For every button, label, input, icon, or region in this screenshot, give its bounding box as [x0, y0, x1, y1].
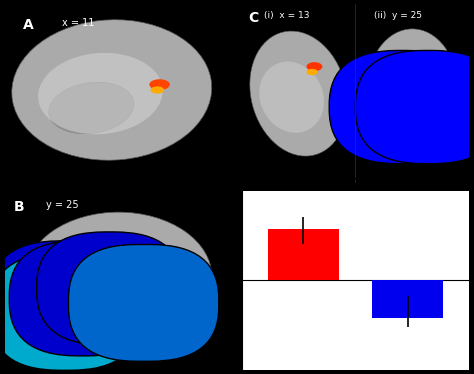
Ellipse shape	[91, 250, 114, 282]
Ellipse shape	[38, 53, 163, 134]
Ellipse shape	[12, 20, 212, 160]
Text: C: C	[248, 11, 259, 25]
Title: Learnt Risk - Described Risk: Learnt Risk - Described Risk	[273, 178, 438, 188]
Ellipse shape	[387, 58, 438, 111]
Ellipse shape	[367, 29, 458, 151]
FancyBboxPatch shape	[0, 241, 144, 359]
Text: B: B	[14, 200, 25, 214]
FancyBboxPatch shape	[9, 241, 155, 356]
Ellipse shape	[49, 82, 134, 134]
Ellipse shape	[394, 68, 408, 90]
Ellipse shape	[69, 237, 169, 306]
Bar	[268, 229, 339, 280]
Text: D: D	[208, 183, 219, 197]
Ellipse shape	[259, 61, 324, 133]
Ellipse shape	[123, 250, 146, 282]
FancyBboxPatch shape	[69, 245, 219, 361]
Y-axis label: Parameter estimates
(arbitrary units): Parameter estimates (arbitrary units)	[219, 233, 239, 328]
Ellipse shape	[307, 69, 318, 75]
Text: (ii)  y = 25: (ii) y = 25	[374, 11, 422, 20]
Ellipse shape	[150, 86, 164, 94]
Ellipse shape	[25, 212, 212, 341]
Ellipse shape	[100, 313, 137, 349]
FancyBboxPatch shape	[329, 50, 474, 164]
Text: x = 11: x = 11	[62, 18, 94, 28]
Ellipse shape	[250, 31, 347, 156]
Text: y = 25: y = 25	[46, 200, 78, 209]
Ellipse shape	[417, 68, 430, 90]
FancyBboxPatch shape	[36, 232, 182, 345]
Bar	[372, 280, 443, 318]
FancyBboxPatch shape	[356, 50, 474, 164]
Ellipse shape	[149, 79, 170, 90]
Ellipse shape	[307, 62, 322, 71]
Text: A: A	[23, 18, 34, 32]
Text: (i)  x = 13: (i) x = 13	[264, 11, 310, 20]
FancyBboxPatch shape	[0, 254, 139, 370]
